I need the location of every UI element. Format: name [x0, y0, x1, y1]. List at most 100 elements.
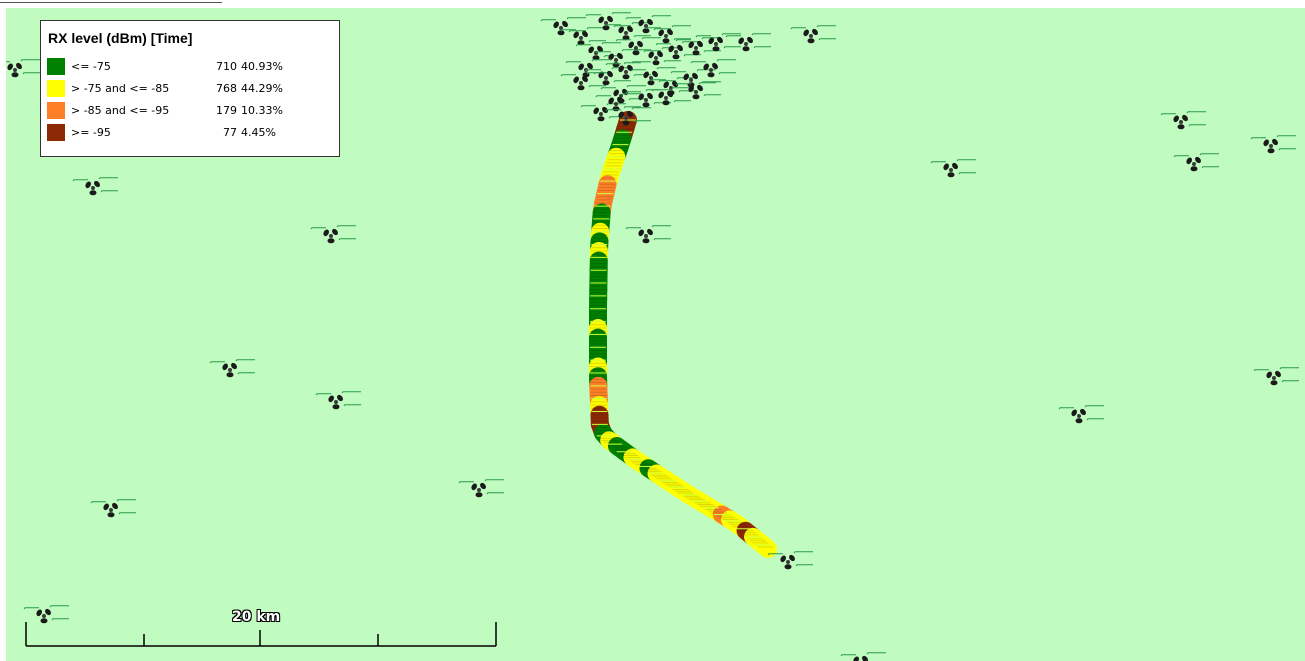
site-label [703, 94, 721, 97]
sector-petal [332, 228, 338, 236]
sector-petal [648, 51, 654, 59]
cell-site-icon[interactable] [767, 551, 813, 570]
cell-site-icon[interactable] [6, 59, 40, 78]
legend-count: 710 [216, 60, 237, 73]
sector-petal [638, 93, 644, 101]
site-label [22, 72, 40, 75]
legend-row: <= -75 710 40.93% [47, 58, 337, 78]
cell-site-icon[interactable] [310, 225, 356, 244]
sector-petal [652, 60, 660, 66]
sector-petal [588, 46, 594, 54]
cell-site-icon[interactable] [645, 25, 691, 44]
cell-site-icon[interactable] [625, 225, 671, 244]
cell-site-icon[interactable] [580, 103, 626, 122]
cell-site-icon[interactable] [600, 85, 646, 104]
sector-petal [717, 36, 723, 44]
sector-petal [677, 44, 683, 52]
site-label [1188, 124, 1206, 127]
sector-petal [807, 38, 815, 44]
sector-petal [647, 80, 655, 86]
cell-site-icon[interactable] [585, 12, 631, 31]
sector-petal [1080, 408, 1086, 416]
cell-site-icon[interactable] [1250, 135, 1296, 154]
site-label [958, 172, 976, 175]
site-label [486, 492, 504, 495]
cell-site-icon[interactable] [725, 33, 771, 52]
sector-petal [643, 71, 649, 79]
cell-site-icon[interactable] [1160, 111, 1206, 130]
sector-petal [663, 81, 669, 89]
cell-site-icon[interactable] [635, 47, 681, 66]
site-label [1253, 369, 1269, 372]
sector-petal [226, 372, 234, 378]
site-label [793, 551, 813, 554]
sector-petal [647, 18, 653, 26]
sector-petal [627, 64, 633, 72]
cell-site-icon[interactable] [625, 15, 671, 34]
sector-petal [231, 362, 237, 370]
sector-petal [612, 62, 620, 68]
cell-site-icon[interactable] [458, 479, 504, 498]
sector-petal [1266, 371, 1272, 379]
site-label [591, 59, 611, 62]
cell-site-icon[interactable] [23, 605, 69, 624]
site-label [623, 106, 641, 109]
cell-site-icon[interactable] [675, 37, 721, 56]
site-center [654, 56, 658, 60]
sector-petal [637, 40, 643, 48]
cell-site-icon[interactable] [560, 27, 606, 46]
site-label [673, 100, 691, 103]
sector-petal [628, 41, 634, 49]
cell-site-icon[interactable] [675, 81, 721, 100]
legend-row: >= -95 77 4.45% [47, 124, 337, 144]
cell-site-icon[interactable] [840, 652, 886, 661]
sector-petal [1182, 114, 1188, 122]
legend-panel[interactable]: RX level (dBm) [Time] <= -75 710 40.93% … [40, 20, 340, 157]
site-label [696, 69, 716, 72]
site-label [840, 654, 856, 657]
cell-site-icon[interactable] [605, 61, 651, 80]
cell-site-icon[interactable] [645, 87, 691, 106]
cell-site-icon[interactable] [540, 17, 586, 36]
site-label [625, 91, 641, 94]
site-label [651, 15, 671, 18]
sector-petal [573, 76, 579, 84]
cell-site-icon[interactable] [90, 499, 136, 518]
sector-petal [480, 482, 486, 490]
cell-site-icon[interactable] [1058, 405, 1104, 424]
cell-site-icon[interactable] [72, 177, 118, 196]
cell-site-icon[interactable] [630, 67, 676, 86]
cell-site-icon[interactable] [315, 391, 361, 410]
site-label [767, 553, 783, 556]
site-label [816, 25, 836, 28]
site-label [723, 46, 741, 49]
site-label [626, 85, 646, 88]
cell-site-icon[interactable] [690, 59, 736, 78]
site-center [714, 42, 718, 46]
cell-site-icon[interactable] [615, 37, 661, 56]
cell-site-icon[interactable] [560, 72, 606, 91]
sector-petal [692, 72, 698, 80]
sector-petal [602, 106, 608, 114]
sector-petal [577, 85, 585, 91]
cell-site-icon[interactable] [655, 41, 701, 60]
cell-site-icon[interactable] [605, 107, 651, 126]
sector-petal [1186, 157, 1192, 165]
cell-site-icon[interactable] [1173, 153, 1219, 172]
sector-petal [607, 70, 613, 78]
sector-petal [327, 238, 335, 244]
sector-petal [1275, 370, 1281, 378]
sector-petal [602, 80, 610, 86]
site-center [334, 400, 338, 404]
sector-petal [607, 15, 613, 23]
sector-petal [738, 37, 744, 45]
site-label [1276, 135, 1296, 138]
cell-site-icon[interactable] [209, 359, 255, 378]
cell-site-icon[interactable] [1253, 367, 1299, 386]
site-label [565, 61, 581, 64]
cell-site-icon[interactable] [790, 25, 836, 44]
site-center [329, 234, 333, 238]
site-label [625, 17, 641, 20]
cell-site-icon[interactable] [930, 159, 976, 178]
cell-site-icon[interactable] [695, 33, 741, 52]
